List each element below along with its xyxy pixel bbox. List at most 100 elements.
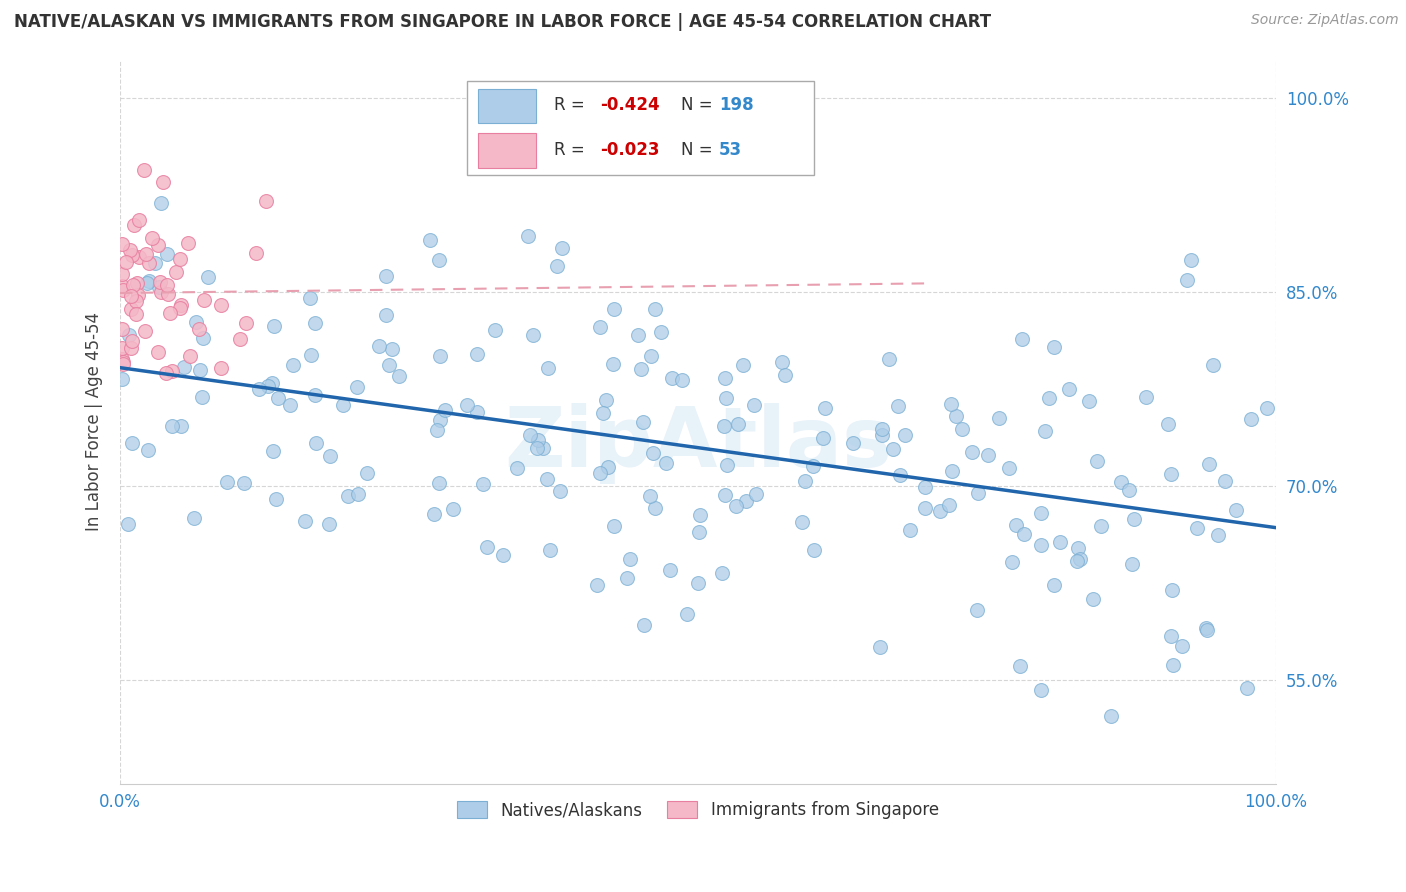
Point [188,362,211,376]
Point [127,288,149,302]
Point [627,328,650,343]
Point [522,328,544,343]
Point [1111,475,1133,489]
Point [540,543,562,558]
Point [519,428,541,442]
Point [169,301,191,315]
Point [229,332,252,346]
Point [122,277,145,292]
Point [149,275,172,289]
Point [465,346,488,360]
Point [235,316,257,330]
Point [1180,253,1202,268]
Point [536,472,558,486]
Point [966,485,988,500]
Point [727,417,749,432]
Point [898,523,921,537]
Point [138,274,160,288]
Point [1160,582,1182,597]
Point [138,256,160,270]
Point [332,398,354,412]
Point [638,489,661,503]
Point [950,422,973,436]
Point [1208,528,1230,542]
Point [603,518,626,533]
Point [156,277,179,292]
Point [134,163,156,178]
Point [156,246,179,260]
Point [177,235,200,250]
Point [527,433,550,447]
Point [368,339,391,353]
Point [135,247,157,261]
Point [794,474,817,488]
Point [588,320,610,334]
Point [121,248,143,262]
Point [988,410,1011,425]
Text: ZipAtlas: ZipAtlas [505,403,891,483]
Point [1197,623,1219,637]
Point [550,483,572,498]
Point [1122,512,1144,526]
Point [616,571,638,585]
Point [111,341,134,355]
Point [531,442,554,456]
Point [997,461,1019,475]
Point [644,302,666,317]
Point [136,442,159,457]
Point [173,360,195,375]
Point [1090,519,1112,533]
Point [232,476,254,491]
Point [150,196,173,211]
Point [193,293,215,308]
Point [170,298,193,312]
Point [157,287,180,301]
Point [688,524,710,539]
Point [602,357,624,371]
Point [484,323,506,337]
Text: Source: ZipAtlas.com: Source: ZipAtlas.com [1251,13,1399,28]
Point [886,400,908,414]
Point [120,288,142,302]
Point [1077,394,1099,409]
Point [661,370,683,384]
Point [966,603,988,617]
Point [179,350,201,364]
Point [803,542,825,557]
Point [120,341,142,355]
Point [186,315,208,329]
Text: -0.424: -0.424 [600,96,659,114]
Point [299,291,322,305]
Point [773,368,796,383]
Point [143,255,166,269]
Point [619,552,641,566]
Point [375,308,398,322]
Point [209,298,232,312]
Point [1195,620,1218,634]
Point [152,175,174,189]
Point [1014,526,1036,541]
Point [111,357,134,371]
Text: N =: N = [681,96,717,114]
Point [141,231,163,245]
Point [1135,390,1157,404]
Point [381,343,404,357]
Point [894,427,917,442]
Point [1161,658,1184,673]
Point [1008,659,1031,673]
Point [598,460,620,475]
Point [742,398,765,412]
Point [264,492,287,507]
Point [155,366,177,380]
Point [1035,425,1057,439]
Point [716,458,738,472]
FancyBboxPatch shape [467,81,814,176]
Point [170,419,193,434]
Point [869,640,891,654]
FancyBboxPatch shape [478,134,536,169]
Point [650,325,672,339]
Point [429,252,451,267]
Point [1185,521,1208,535]
Point [914,500,936,515]
Point [714,488,737,502]
